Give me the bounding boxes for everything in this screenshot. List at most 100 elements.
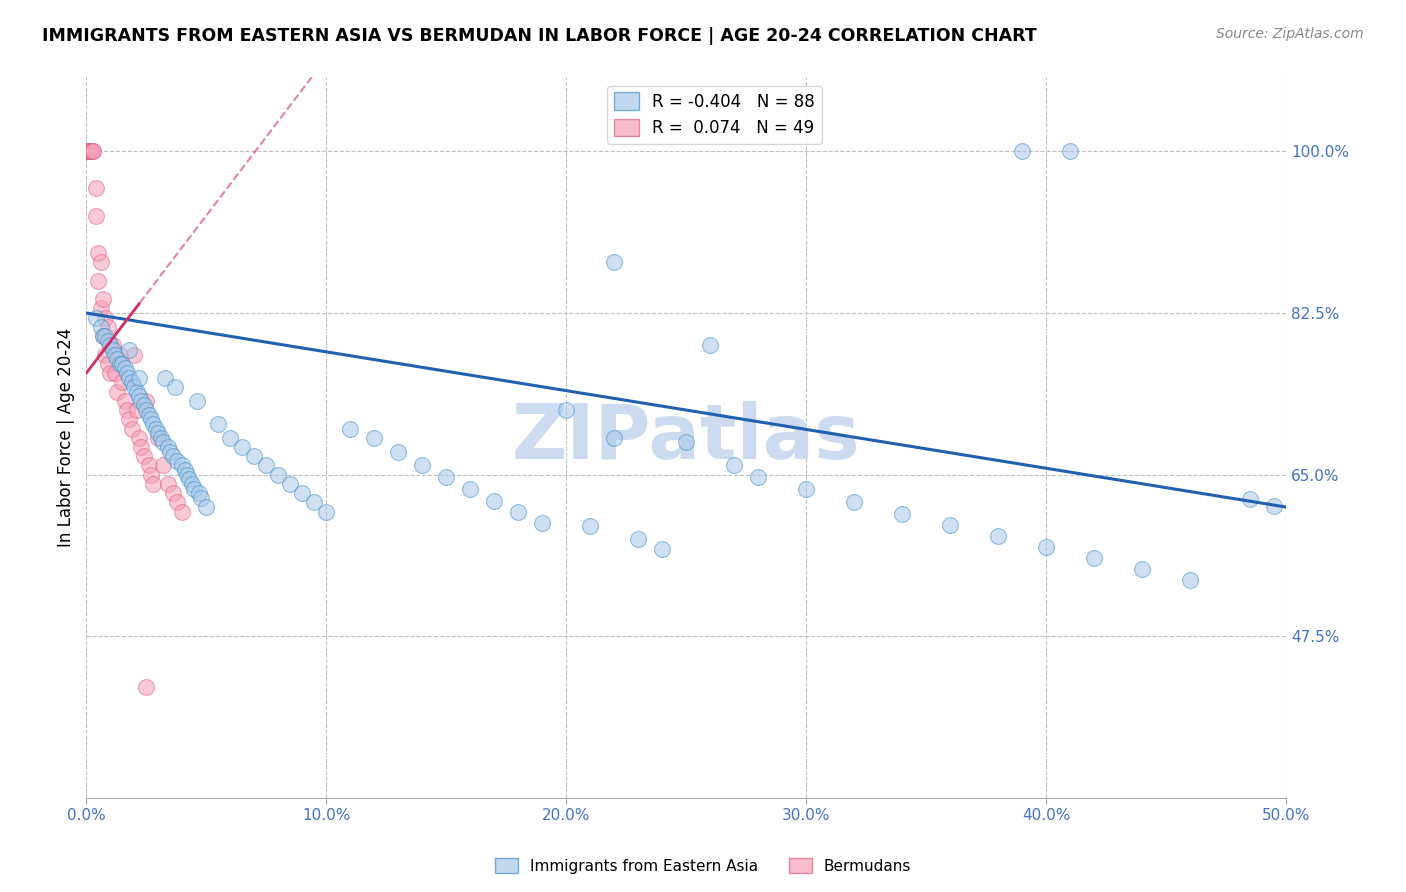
Point [603, 431, 626, 445]
Point [125, 384, 148, 399]
Point [97, 319, 120, 334]
Point [107, 384, 129, 399]
Point [458, 482, 481, 496]
Point [987, 529, 1010, 543]
Point [186, 393, 208, 408]
Point [162, 449, 184, 463]
Point [87, 246, 110, 260]
Point [111, 376, 134, 390]
Point [183, 482, 205, 496]
Point [142, 417, 165, 431]
Point [108, 357, 131, 371]
Y-axis label: In Labor Force | Age 20-24: In Labor Force | Age 20-24 [58, 328, 75, 548]
Point [91, 292, 114, 306]
Point [77, 145, 100, 159]
Point [111, 357, 134, 371]
Point [131, 440, 153, 454]
Point [1130, 562, 1153, 576]
Point [302, 495, 325, 509]
Point [1239, 491, 1261, 506]
Point [131, 393, 153, 408]
Point [627, 533, 650, 547]
Point [124, 380, 146, 394]
Point [80, 145, 103, 159]
Point [190, 491, 212, 505]
Point [579, 518, 602, 533]
Point [91, 329, 114, 343]
Point [142, 477, 165, 491]
Point [195, 500, 218, 514]
Point [723, 458, 745, 473]
Point [104, 366, 127, 380]
Point [156, 477, 179, 491]
Point [94, 310, 117, 325]
Point [531, 516, 554, 530]
Point [172, 458, 194, 473]
Point [603, 255, 626, 269]
Point [207, 417, 229, 431]
Point [91, 329, 114, 343]
Point [387, 444, 409, 458]
Point [179, 472, 201, 486]
Point [231, 440, 253, 454]
Point [115, 366, 138, 380]
Point [152, 435, 174, 450]
Point [135, 403, 157, 417]
Point [94, 348, 117, 362]
Point [172, 505, 194, 519]
Point [176, 467, 198, 482]
Point [98, 338, 121, 352]
Point [145, 421, 167, 435]
Point [1178, 573, 1201, 587]
Point [135, 680, 157, 694]
Point [135, 393, 157, 408]
Point [152, 458, 174, 473]
Point [114, 361, 136, 376]
Point [90, 255, 112, 269]
Point [132, 399, 155, 413]
Text: Source: ZipAtlas.com: Source: ZipAtlas.com [1216, 27, 1364, 41]
Point [675, 435, 697, 450]
Point [77, 145, 100, 159]
Point [118, 343, 141, 357]
Point [219, 431, 242, 445]
Point [104, 348, 127, 362]
Point [508, 505, 530, 519]
Point [138, 458, 160, 473]
Point [77, 145, 100, 159]
Point [794, 482, 817, 496]
Point [98, 338, 121, 352]
Point [482, 493, 505, 508]
Point [148, 426, 170, 441]
Legend: Immigrants from Eastern Asia, Bermudans: Immigrants from Eastern Asia, Bermudans [489, 852, 917, 880]
Point [80, 145, 103, 159]
Point [267, 467, 290, 482]
Point [97, 334, 120, 348]
Point [118, 370, 141, 384]
Point [121, 376, 143, 390]
Point [1263, 499, 1285, 513]
Point [243, 449, 266, 463]
Point [166, 454, 188, 468]
Point [84, 209, 107, 223]
Point [254, 458, 277, 473]
Point [138, 408, 160, 422]
Point [139, 467, 162, 482]
Point [180, 477, 202, 491]
Text: ZIPatlas: ZIPatlas [512, 401, 860, 475]
Point [97, 357, 120, 371]
Point [101, 343, 124, 357]
Point [90, 319, 112, 334]
Point [87, 274, 110, 288]
Point [363, 431, 385, 445]
Point [1059, 145, 1081, 159]
Point [166, 495, 188, 509]
Point [315, 505, 337, 519]
Point [148, 431, 170, 445]
Point [891, 507, 914, 521]
Point [165, 380, 187, 394]
Point [842, 495, 865, 509]
Point [128, 431, 150, 445]
Point [188, 486, 211, 500]
Point [555, 403, 578, 417]
